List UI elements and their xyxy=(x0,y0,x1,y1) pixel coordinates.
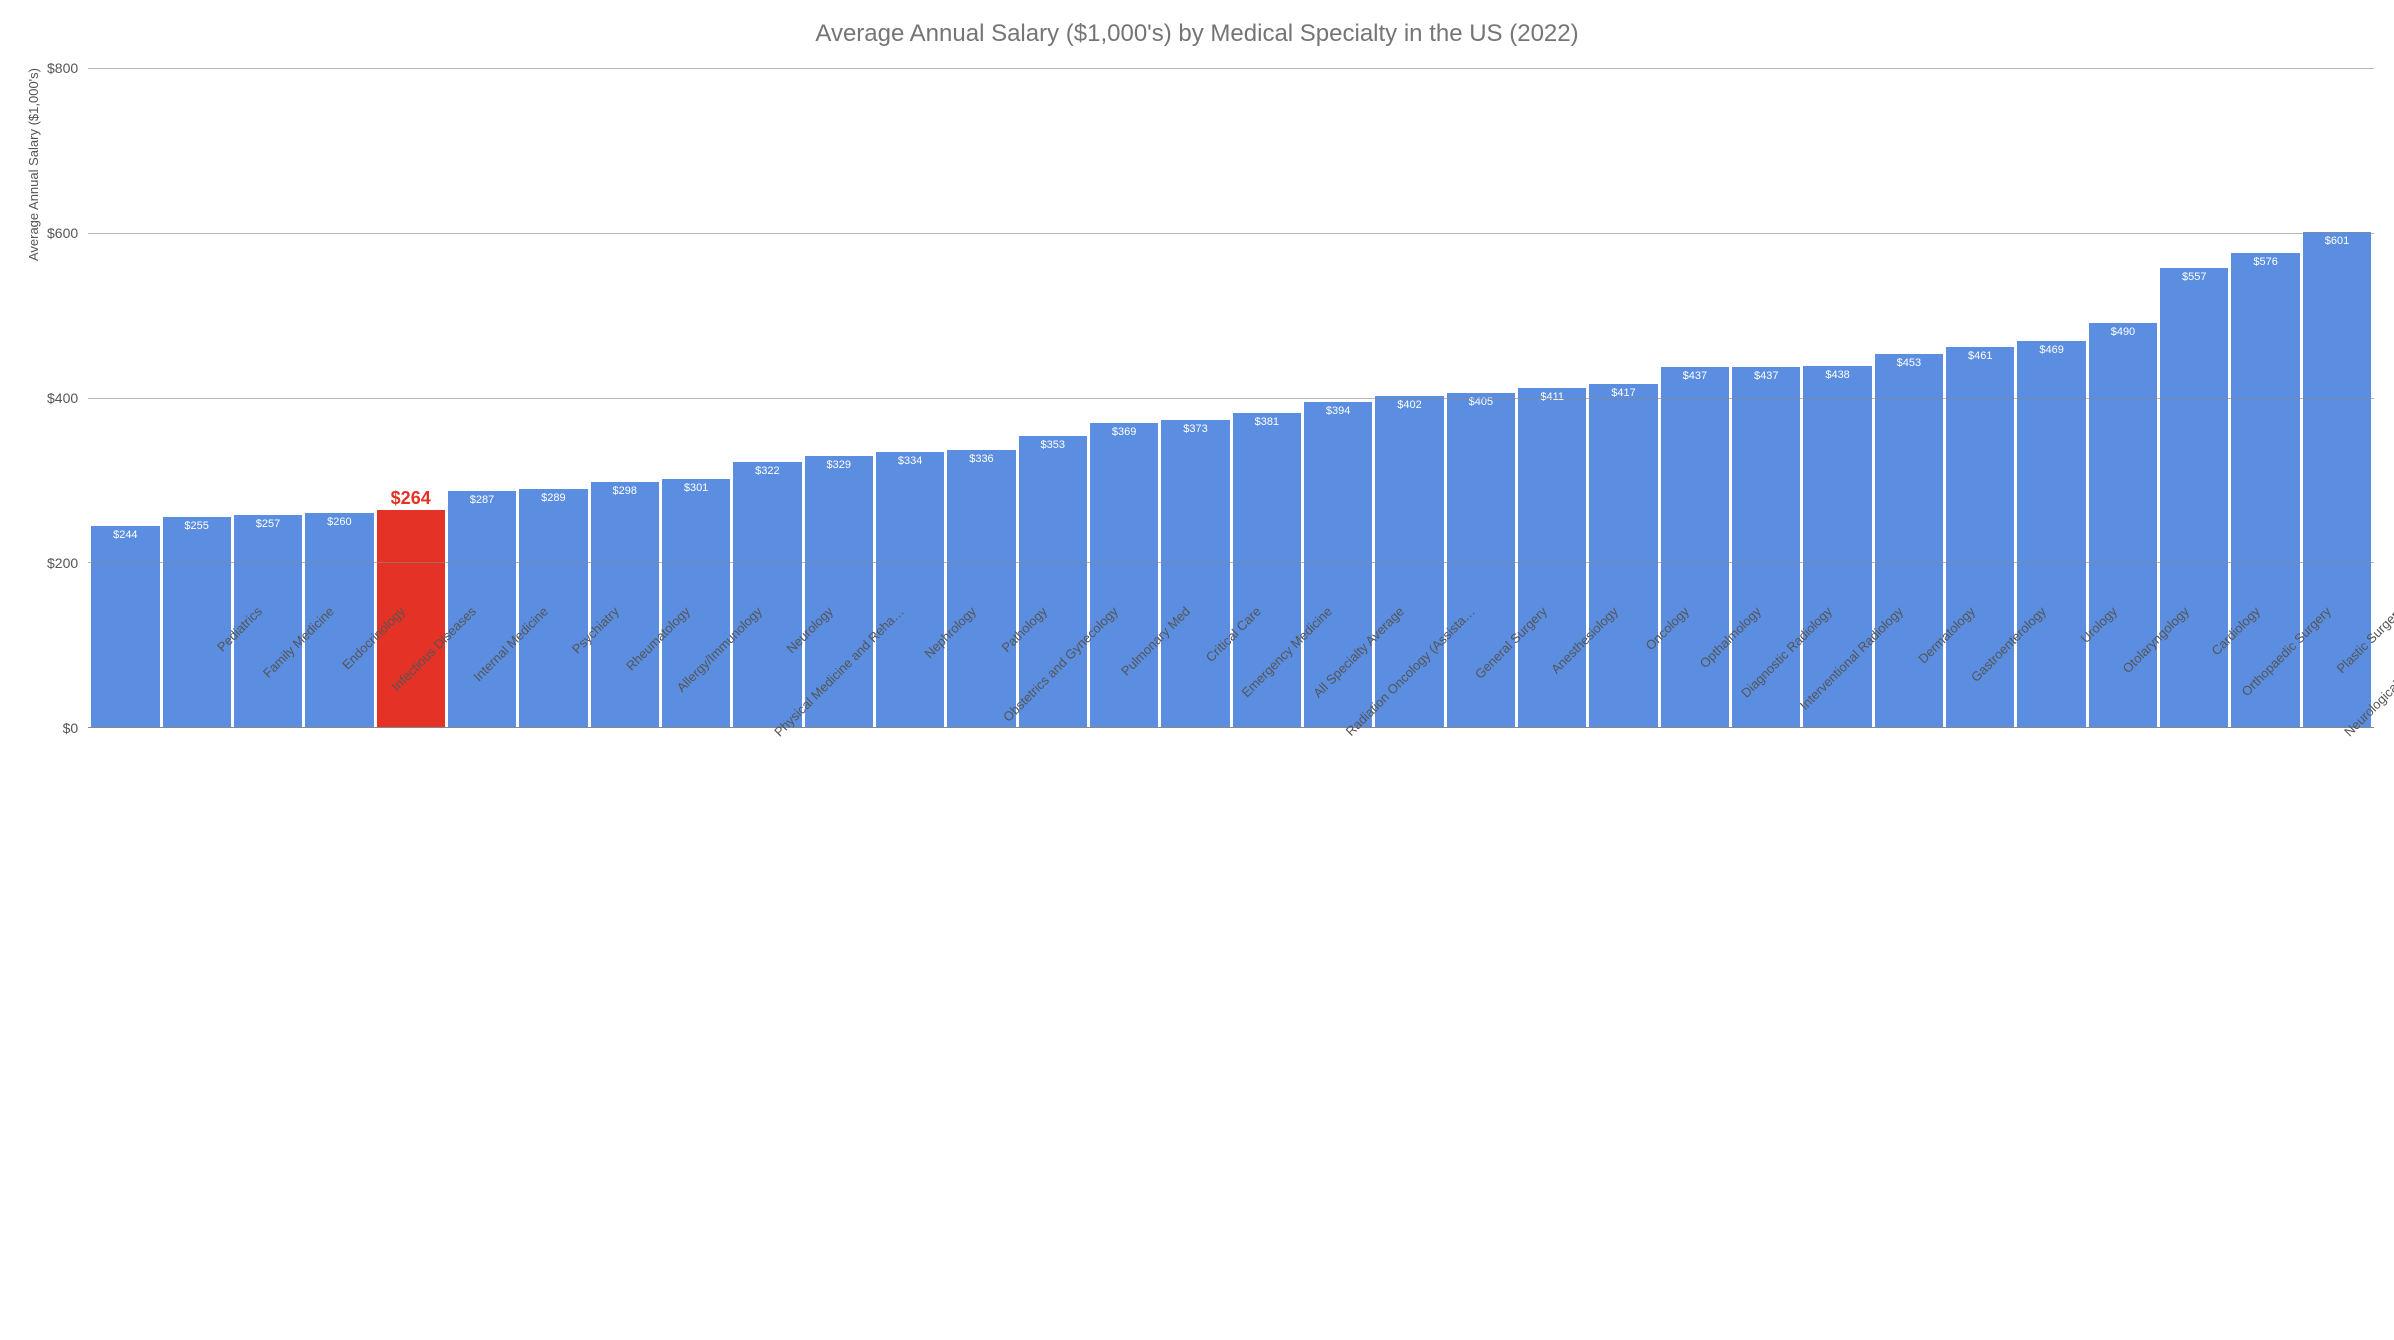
x-label-wrap: Physical Medicine and Reha… xyxy=(733,738,801,918)
x-label-wrap: Anesthesiology xyxy=(1447,738,1515,918)
gridline xyxy=(88,233,2374,234)
bar-value-label: $257 xyxy=(256,518,280,530)
bar-value-label: $369 xyxy=(1112,426,1136,438)
bar-value-label: $557 xyxy=(2182,271,2206,283)
bar-value-label: $322 xyxy=(755,465,779,477)
y-axis-label: Average Annual Salary ($1,000's) xyxy=(20,68,47,261)
x-label-wrap: Infectious Diseases xyxy=(305,738,373,918)
x-label-wrap: Critical Care xyxy=(1090,738,1158,918)
bar-value-label: $394 xyxy=(1326,405,1350,417)
x-label-wrap: Neurology xyxy=(662,738,730,918)
bar-value-label: $334 xyxy=(898,455,922,467)
x-label-wrap: Nephrology xyxy=(805,738,873,918)
x-label-wrap: Emergency Medicine xyxy=(1161,738,1229,918)
bar-value-label: $490 xyxy=(2111,326,2135,338)
bar-value-label: $353 xyxy=(1041,439,1065,451)
bar-value-label: $453 xyxy=(1897,357,1921,369)
x-label-wrap: Urology xyxy=(1946,738,2014,918)
bar-value-label: $381 xyxy=(1255,416,1279,428)
x-label-wrap: Otolaryngology xyxy=(2017,738,2085,918)
bar-value-label: $373 xyxy=(1183,423,1207,435)
chart-title: Average Annual Salary ($1,000's) by Medi… xyxy=(20,20,2374,48)
bar-value-label: $260 xyxy=(327,516,351,528)
chart-wrapper: Average Annual Salary ($1,000's) $800$60… xyxy=(20,68,2374,968)
bar-value-label: $576 xyxy=(2253,256,2277,268)
bar-value-label: $298 xyxy=(612,485,636,497)
bar-value-label: $438 xyxy=(1825,369,1849,381)
bar-value-label: $601 xyxy=(2325,235,2349,247)
x-label-wrap: Gastroenterology xyxy=(1875,738,1943,918)
bar-value-label: $289 xyxy=(541,492,565,504)
x-label-wrap: Orthopaedic Surgery xyxy=(2160,738,2228,918)
x-label-wrap: Plastic Surgery xyxy=(2231,738,2299,918)
x-label-wrap: Pulmonary Med xyxy=(1019,738,1087,918)
x-label-wrap: Psychiatry xyxy=(448,738,516,918)
bar-value-label: $402 xyxy=(1397,399,1421,411)
x-label-wrap: Dermatology xyxy=(1803,738,1871,918)
x-label-wrap: Opthalmology xyxy=(1589,738,1657,918)
y-axis-section: Average Annual Salary ($1,000's) $800$60… xyxy=(20,68,88,968)
y-ticks: $800$600$400$200$0 xyxy=(47,68,88,728)
x-label-wrap: General Surgery xyxy=(1375,738,1443,918)
bar-value-label: $461 xyxy=(1968,350,1992,362)
x-label-wrap: Endocrinology xyxy=(234,738,302,918)
x-label-wrap: Pathology xyxy=(876,738,944,918)
bar-value-label: $437 xyxy=(1683,370,1707,382)
x-label-wrap: Pediatrics xyxy=(91,738,159,918)
x-label-wrap: Radiation Oncology (Assista… xyxy=(1304,738,1372,918)
x-label-wrap: Interventional Radiology xyxy=(1732,738,1800,918)
bar-value-label: $255 xyxy=(184,520,208,532)
bar: $244 xyxy=(91,526,159,727)
bar-value-label: $336 xyxy=(969,453,993,465)
x-label-wrap: Cardiology xyxy=(2089,738,2157,918)
gridline xyxy=(88,68,2374,69)
bar-value-label: $244 xyxy=(113,529,137,541)
x-label-wrap: All Specialty Average xyxy=(1233,738,1301,918)
bar-value-label: $437 xyxy=(1754,370,1778,382)
gridline xyxy=(88,562,2374,563)
x-label-wrap: Internal Medicine xyxy=(377,738,445,918)
bar-value-label: $329 xyxy=(827,459,851,471)
plot-main-section: $244 $255 $257 $260 $264 $287 $289 $298 $301 $322… xyxy=(88,68,2374,968)
x-label-wrap: Obstetrics and Gynecology xyxy=(947,738,1015,918)
bar-value-label: $301 xyxy=(684,482,708,494)
x-label-wrap: Allergy/Immunology xyxy=(591,738,659,918)
bar-value-label: $287 xyxy=(470,494,494,506)
chart-container: Average Annual Salary ($1,000's) by Medi… xyxy=(20,20,2374,968)
bar-value-label: $469 xyxy=(2039,344,2063,356)
bar-value-label: $264 xyxy=(391,488,431,509)
x-label-wrap: Neurological Surgery (Assist… xyxy=(2303,738,2371,918)
gridline xyxy=(88,398,2374,399)
x-label-wrap: Oncology xyxy=(1518,738,1586,918)
x-label-wrap: Rheumatology xyxy=(519,738,587,918)
x-label-wrap: Diagnostic Radiology xyxy=(1661,738,1729,918)
x-label-wrap: Family Medicine xyxy=(163,738,231,918)
x-labels: PediatricsFamily MedicineEndocrinologyIn… xyxy=(88,738,2374,918)
